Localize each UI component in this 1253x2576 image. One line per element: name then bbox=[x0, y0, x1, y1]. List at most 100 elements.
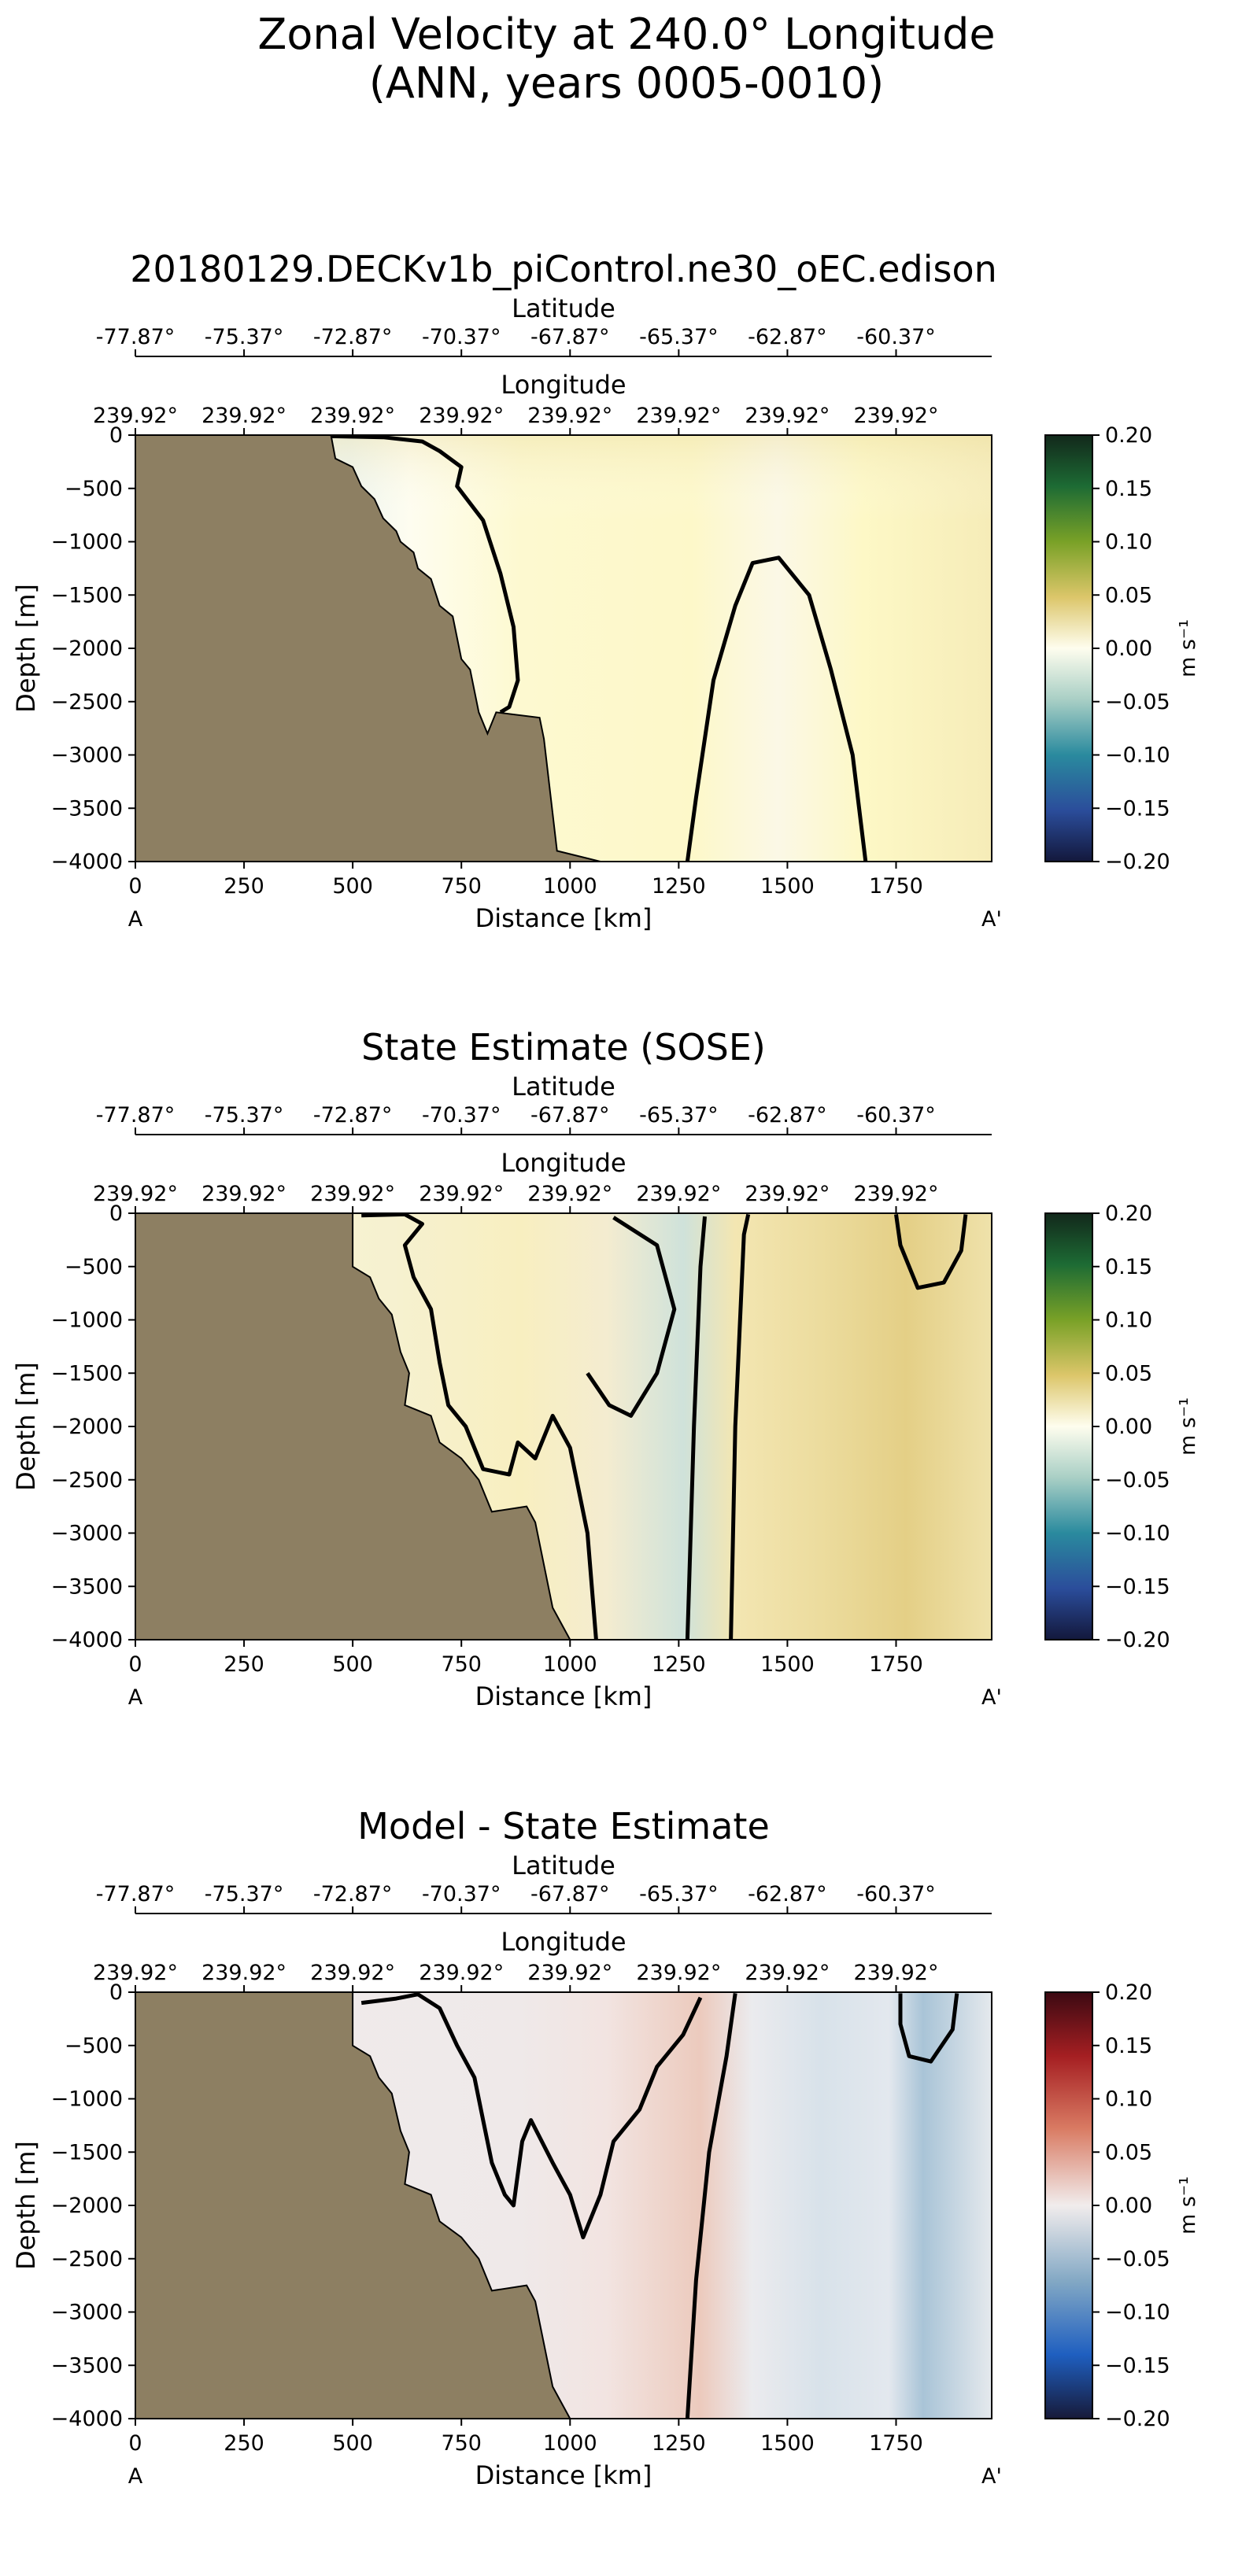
x-axis-label: Distance [km] bbox=[475, 2460, 652, 2490]
colorbar bbox=[1044, 434, 1093, 862]
x-tick-label: 750 bbox=[441, 874, 482, 899]
longitude-tick-label: 239.92° bbox=[636, 1961, 721, 1985]
longitude-axis-label: Longitude bbox=[501, 1927, 626, 1957]
y-tick-label: −2500 bbox=[51, 690, 123, 714]
colorbar-label: m s⁻¹ bbox=[1176, 619, 1200, 677]
zero-contour bbox=[586, 1216, 677, 1418]
section-end-label: A' bbox=[981, 2464, 1002, 2489]
longitude-tick-label: 239.92° bbox=[854, 404, 939, 428]
x-tick-label: 500 bbox=[332, 1652, 373, 1677]
colorbar-tick-label: 0.15 bbox=[1105, 2034, 1152, 2058]
longitude-axis-label: Longitude bbox=[501, 370, 626, 400]
y-tick-label: −2500 bbox=[51, 1468, 123, 1493]
colorbar-label: m s⁻¹ bbox=[1176, 2176, 1200, 2235]
colorbar-tick-label: 0.20 bbox=[1105, 423, 1152, 448]
colorbar-tick-label: −0.15 bbox=[1105, 796, 1170, 821]
latitude-tick-label: -72.87° bbox=[313, 1882, 393, 1906]
x-tick-label: 250 bbox=[224, 1652, 264, 1677]
y-tick-label: −4000 bbox=[51, 2407, 123, 2431]
zero-contour bbox=[685, 555, 868, 862]
y-tick-label: −500 bbox=[65, 477, 123, 501]
longitude-axis-label: Longitude bbox=[501, 1148, 626, 1178]
y-tick-label: −500 bbox=[65, 1255, 123, 1279]
longitude-tick-label: 239.92° bbox=[854, 1182, 939, 1206]
latitude-tick-label: -60.37° bbox=[856, 325, 936, 349]
longitude-tick-label: 239.92° bbox=[419, 1961, 504, 1985]
colorbar-tick-label: 0.00 bbox=[1105, 637, 1152, 661]
y-tick-label: −4000 bbox=[51, 850, 123, 874]
y-tick-label: −1500 bbox=[51, 583, 123, 607]
panel-1: 20180129.DECKv1b_piControl.ne30_oEC.edis… bbox=[11, 248, 1200, 933]
x-tick-label: 500 bbox=[332, 874, 373, 899]
latitude-tick-label: -60.37° bbox=[856, 1882, 936, 1906]
x-tick-label: 1750 bbox=[869, 874, 923, 899]
colorbar-tick-label: 0.10 bbox=[1105, 2087, 1152, 2112]
y-tick-label: −500 bbox=[65, 2034, 123, 2058]
section-end-label: A' bbox=[981, 907, 1002, 932]
section-start-label: A bbox=[128, 2464, 143, 2489]
y-tick-label: −2000 bbox=[51, 1415, 123, 1439]
colorbar bbox=[1044, 1212, 1093, 1640]
longitude-tick-label: 239.92° bbox=[745, 1961, 830, 1985]
x-axis-label: Distance [km] bbox=[475, 903, 652, 933]
plot-area bbox=[135, 1991, 992, 2419]
longitude-tick-label: 239.92° bbox=[854, 1961, 939, 1985]
panel-title: 20180129.DECKv1b_piControl.ne30_oEC.edis… bbox=[130, 248, 997, 290]
x-tick-label: 0 bbox=[128, 874, 142, 899]
zero-contour bbox=[894, 1214, 968, 1290]
zero-contour bbox=[360, 1992, 703, 2240]
latitude-tick-label: -65.37° bbox=[639, 1882, 719, 1906]
colorbar-tick-label: 0.05 bbox=[1105, 583, 1152, 607]
colorbar-tick-label: −0.20 bbox=[1105, 2407, 1170, 2431]
figure-subtitle: (ANN, years 0005-0010) bbox=[369, 58, 884, 108]
x-tick-label: 1250 bbox=[652, 2431, 706, 2456]
colorbar-tick-label: 0.20 bbox=[1105, 1980, 1152, 2005]
latitude-tick-label: -75.37° bbox=[205, 325, 284, 349]
plot-area bbox=[135, 1212, 992, 1640]
colorbar-tick-label: 0.05 bbox=[1105, 1361, 1152, 1386]
y-axis-label: Depth [m] bbox=[11, 584, 41, 713]
panel-title: State Estimate (SOSE) bbox=[361, 1026, 766, 1068]
y-tick-label: −2000 bbox=[51, 637, 123, 661]
x-tick-label: 500 bbox=[332, 2431, 373, 2456]
latitude-tick-label: -70.37° bbox=[422, 1103, 501, 1127]
y-tick-label: −1000 bbox=[51, 2087, 123, 2112]
y-tick-label: −3500 bbox=[51, 2353, 123, 2378]
latitude-tick-label: -70.37° bbox=[422, 1882, 501, 1906]
colorbar-tick-label: −0.20 bbox=[1105, 850, 1170, 874]
zero-contour bbox=[685, 1216, 707, 1640]
y-tick-label: −1500 bbox=[51, 2140, 123, 2165]
x-tick-label: 1500 bbox=[760, 2431, 815, 2456]
longitude-tick-label: 239.92° bbox=[636, 1182, 721, 1206]
latitude-axis-label: Latitude bbox=[512, 1851, 615, 1880]
longitude-tick-label: 239.92° bbox=[527, 1961, 612, 1985]
colorbar-tick-label: −0.10 bbox=[1105, 2301, 1170, 2325]
y-tick-label: −2500 bbox=[51, 2247, 123, 2272]
latitude-tick-label: -72.87° bbox=[313, 325, 393, 349]
latitude-tick-label: -60.37° bbox=[856, 1103, 936, 1127]
colorbar bbox=[1044, 1991, 1093, 2419]
y-tick-label: −1500 bbox=[51, 1361, 123, 1386]
panel-3: Model - State Estimate Latitude -77.87° -75… bbox=[11, 1805, 1200, 2490]
x-tick-label: 250 bbox=[224, 874, 264, 899]
longitude-tick-label: 239.92° bbox=[419, 404, 504, 428]
longitude-tick-label: 239.92° bbox=[310, 404, 395, 428]
y-tick-label: −2000 bbox=[51, 2194, 123, 2218]
y-tick-label: −4000 bbox=[51, 1628, 123, 1652]
colorbar-label: m s⁻¹ bbox=[1176, 1397, 1200, 1456]
latitude-tick-label: -62.87° bbox=[748, 325, 827, 349]
latitude-tick-label: -77.87° bbox=[96, 1103, 176, 1127]
x-tick-label: 750 bbox=[441, 2431, 482, 2456]
latitude-tick-label: -77.87° bbox=[96, 325, 176, 349]
x-tick-label: 250 bbox=[224, 2431, 264, 2456]
x-tick-label: 1250 bbox=[652, 1652, 706, 1677]
longitude-tick-label: 239.92° bbox=[93, 404, 178, 428]
latitude-tick-label: -72.87° bbox=[313, 1103, 393, 1127]
x-tick-label: 0 bbox=[128, 2431, 142, 2456]
y-tick-label: −3500 bbox=[51, 1574, 123, 1599]
y-tick-label: −3000 bbox=[51, 1522, 123, 1546]
x-tick-label: 1250 bbox=[652, 874, 706, 899]
y-tick-label: −1000 bbox=[51, 1308, 123, 1333]
panel-title: Model - State Estimate bbox=[357, 1805, 770, 1847]
